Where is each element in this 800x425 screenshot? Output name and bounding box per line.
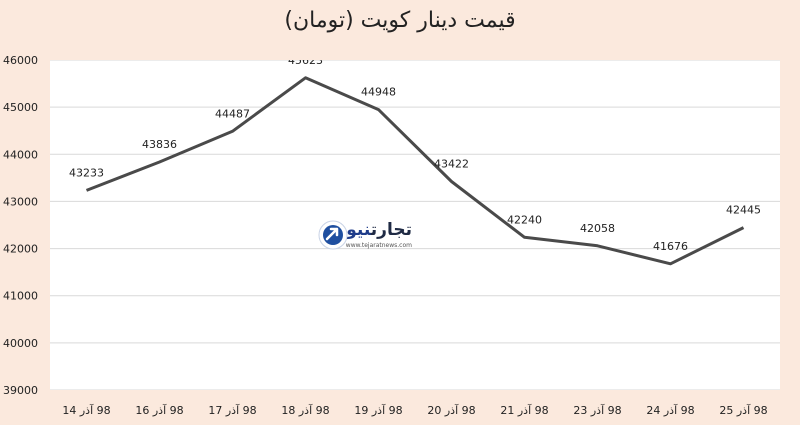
x-tick-label: 98 آذر 21 <box>500 403 548 417</box>
data-label: 41676 <box>653 240 688 253</box>
y-tick-label: 44000 <box>3 148 38 161</box>
x-tick-label: 98 آذر 23 <box>573 403 621 417</box>
series-line <box>85 76 745 266</box>
logo-arrow-icon <box>318 220 348 250</box>
x-tick-label: 98 آذر 17 <box>208 403 256 417</box>
x-axis: 98 آذر 14 98 آذر 16 98 آذر 17 98 آذر 18 98 آ… <box>62 403 767 417</box>
data-label: 44487 <box>215 107 250 120</box>
y-tick-label: 43000 <box>3 195 38 208</box>
logo-site: www.tejaratnews.com <box>345 242 412 249</box>
x-tick-label: 98 آذر 14 <box>62 403 110 417</box>
line-chart: 43233 43836 44487 45623 44948 43422 42240 42058… <box>50 60 780 390</box>
data-label: 43233 <box>69 166 104 179</box>
x-tick-label: 98 آذر 16 <box>135 403 183 417</box>
data-label: 42058 <box>580 222 615 235</box>
data-label: 45623 <box>288 60 323 67</box>
logo-brand-1: تجارت <box>370 220 412 240</box>
y-tick-label: 40000 <box>3 337 38 350</box>
y-tick-label: 45000 <box>3 101 38 114</box>
plot-area: 43233 43836 44487 45623 44948 43422 42240 42058… <box>50 60 780 390</box>
y-tick-label: 41000 <box>3 290 38 303</box>
data-label: 42240 <box>507 213 542 226</box>
x-tick-label: 98 آذر 20 <box>427 403 475 417</box>
y-tick-label: 46000 <box>3 54 38 67</box>
watermark-logo: تجارتنیوز www.tejaratnews.com <box>318 218 448 258</box>
y-tick-label: 39000 <box>3 384 38 397</box>
x-tick-label: 98 آذر 25 <box>719 403 767 417</box>
data-label: 43836 <box>142 138 177 151</box>
chart-title: قیمت دینار کویت (تومان) <box>284 8 516 33</box>
y-axis: 39000 40000 41000 42000 43000 44000 45000 46000 <box>3 54 38 397</box>
x-tick-label: 98 آذر 24 <box>646 403 694 417</box>
data-label: 42445 <box>726 204 761 217</box>
x-tick-label: 98 آذر 18 <box>281 403 329 417</box>
y-tick-label: 42000 <box>3 243 38 256</box>
data-label: 44948 <box>361 86 396 99</box>
x-tick-label: 98 آذر 19 <box>354 403 402 417</box>
data-label: 43422 <box>434 158 469 171</box>
